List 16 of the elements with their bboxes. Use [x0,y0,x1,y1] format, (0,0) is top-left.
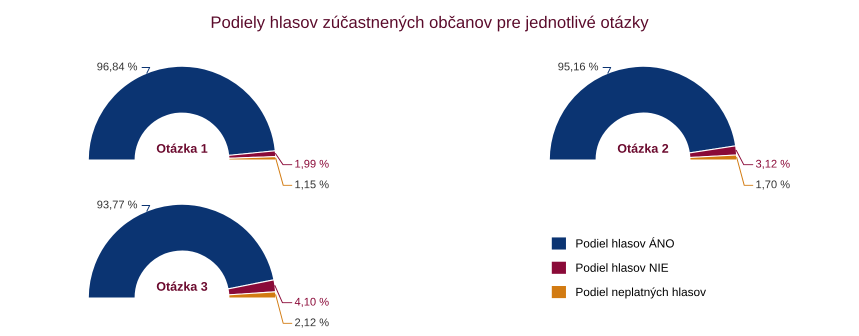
data-label: 2,12 % [295,318,329,328]
data-label: 3,12 % [756,160,790,169]
data-label: 1,70 % [756,180,790,190]
data-label: 93,77 % [97,200,138,210]
legend-label: Podiel hlasov ÁNO [576,237,674,248]
data-label: 95,16 % [558,62,598,72]
data-label: 1,99 % [295,160,329,169]
legend-label: Podiel neplatných hlasov [576,287,706,298]
data-label: 4,10 % [294,298,329,307]
data-label: 1,15 % [295,180,329,190]
data-label: 96,84 % [97,62,138,72]
text: Otázka 3 [156,282,208,291]
legend-label: Podiel hlasov NIE [576,263,668,272]
text: Otázka 2 [618,144,668,153]
text: Otázka 1 [156,144,208,153]
chart-title: Podiely hlasov zúčastnených občanov pre jednotlivé otázky [212,16,649,32]
